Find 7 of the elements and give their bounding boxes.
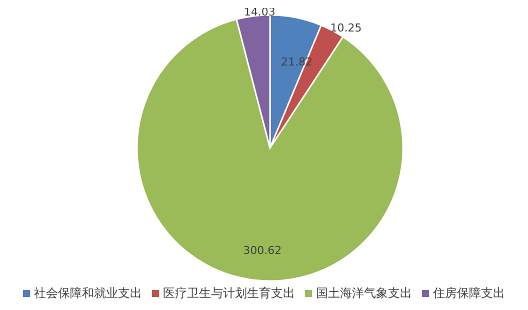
legend-label: 社会保障和就业支出	[34, 285, 142, 302]
legend-label: 住房保障支出	[433, 285, 505, 302]
legend-label: 国土海洋气象支出	[316, 285, 412, 302]
data-label: 10.25	[330, 21, 362, 34]
pie-slice	[136, 18, 404, 282]
legend-label: 医疗卫生与计划生育支出	[163, 285, 295, 302]
data-label: 300.62	[243, 244, 282, 257]
